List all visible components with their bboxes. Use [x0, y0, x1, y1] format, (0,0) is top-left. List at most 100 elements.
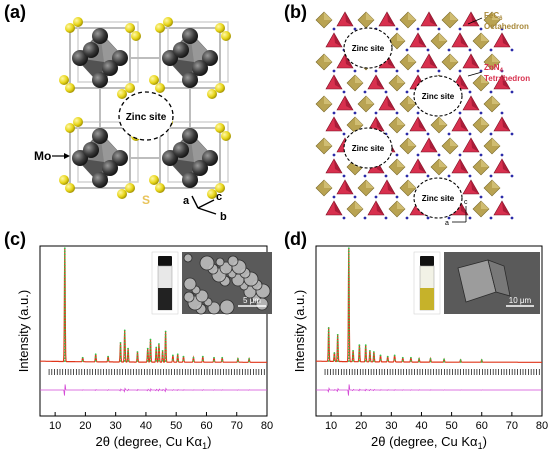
s-label: S: [142, 193, 150, 207]
calc-marker: [192, 359, 195, 362]
calc-marker: [347, 316, 350, 319]
calc-marker: [327, 330, 330, 332]
calc-marker: [336, 342, 339, 345]
zinc-site-label: Zinc site: [352, 44, 385, 53]
calc-marker: [237, 360, 239, 363]
calc-marker: [63, 334, 66, 336]
calc-marker: [347, 325, 350, 328]
calc-marker: [347, 357, 350, 360]
calc-marker: [418, 357, 420, 360]
calc-marker: [347, 311, 350, 313]
calc-marker: [63, 258, 66, 261]
calc-marker: [364, 350, 367, 353]
calc-marker: [164, 333, 167, 336]
calc-marker: [369, 349, 371, 352]
zinc-site-label: Zinc site: [126, 112, 167, 123]
calc-marker: [327, 327, 330, 329]
s-atom: [215, 23, 225, 33]
calc-marker: [158, 353, 160, 355]
plot-frame: [39, 245, 268, 417]
calc-marker: [136, 351, 139, 353]
calc-marker: [369, 359, 371, 362]
calc-marker: [358, 350, 361, 353]
calc-marker: [379, 354, 382, 357]
calc-marker: [480, 361, 483, 363]
s-atom: [155, 23, 165, 33]
calc-marker: [136, 354, 139, 356]
calc-marker: [146, 347, 149, 350]
calc-marker: [410, 359, 412, 362]
s-atom: [59, 175, 69, 185]
calc-marker: [347, 273, 350, 276]
calc-marker: [372, 351, 375, 353]
calc-marker: [176, 359, 179, 362]
calc-marker: [158, 346, 160, 349]
mo-atom: [72, 150, 88, 166]
mo-atom: [112, 50, 128, 66]
calc-marker: [63, 261, 66, 264]
calc-marker: [63, 250, 66, 253]
calc-marker: [146, 350, 149, 353]
calc-marker: [119, 354, 122, 356]
calc-marker: [336, 345, 339, 348]
calc-marker: [393, 358, 396, 361]
calc-marker: [221, 359, 224, 362]
calc-marker: [123, 360, 126, 362]
zinc-site-circle: [343, 127, 393, 169]
s-atom: [221, 31, 231, 41]
calc-marker: [63, 287, 66, 290]
s-atom: [73, 17, 83, 27]
calc-marker: [327, 336, 330, 338]
calc-marker: [63, 311, 66, 313]
calc-marker: [364, 353, 367, 356]
x-axis-label: 2θ (degree, Cu Kα1): [96, 434, 212, 451]
calc-marker: [149, 353, 152, 356]
svg-text:c: c: [464, 199, 468, 206]
panel-b-label: (b): [284, 2, 307, 22]
calc-marker: [418, 360, 420, 363]
calc-marker: [182, 359, 185, 362]
x-tick-label: 80: [536, 420, 548, 432]
calc-marker: [347, 339, 350, 342]
mo-arrowhead: [64, 153, 70, 159]
calc-marker: [123, 341, 126, 344]
calc-marker: [155, 353, 158, 355]
calc-marker: [327, 354, 330, 356]
mo-atom: [162, 50, 178, 66]
calc-marker: [336, 360, 339, 362]
calc-marker: [63, 264, 66, 267]
x-axis-label: 2θ (degree, Cu Kα1): [371, 434, 487, 451]
calc-marker: [201, 355, 204, 358]
calc-marker: [327, 348, 330, 350]
s-atom: [59, 75, 69, 85]
axes-indicator-b: c a: [445, 199, 468, 227]
calc-marker: [119, 342, 122, 344]
calc-marker: [372, 360, 375, 362]
s-atom: [163, 17, 173, 27]
calc-marker: [480, 359, 483, 361]
calc-marker: [63, 308, 66, 310]
calc-marker: [358, 344, 361, 347]
calc-marker: [333, 355, 336, 358]
calc-marker: [347, 308, 350, 310]
calc-marker: [429, 360, 432, 363]
calc-marker: [347, 322, 350, 325]
calc-marker: [347, 284, 350, 287]
svg-text:b: b: [220, 211, 227, 223]
vial-powder: [420, 288, 434, 310]
s-atom: [73, 117, 83, 127]
vial-powder: [158, 288, 172, 310]
mo-atom: [102, 60, 118, 76]
s-atom: [65, 123, 75, 133]
legend-fe-line2: Octahedron: [484, 22, 529, 31]
zinc-site-circle: [343, 27, 393, 69]
calc-marker: [443, 360, 445, 363]
calc-marker: [347, 360, 350, 363]
mo-atom: [173, 142, 189, 158]
observed-pattern: [316, 247, 542, 363]
calc-marker: [164, 336, 167, 339]
calc-marker: [107, 359, 109, 362]
calc-marker: [336, 339, 339, 342]
calc-marker: [201, 359, 204, 362]
observed-pattern: [40, 247, 267, 363]
